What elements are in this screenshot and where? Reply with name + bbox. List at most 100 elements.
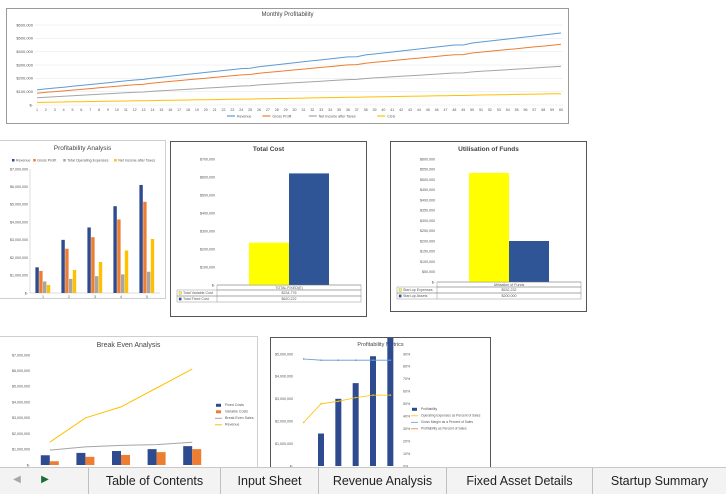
prev-sheet-icon[interactable]: ◀ [13,474,21,485]
break-even-analysis-plot: $- $1,000,000 $2,000,000 $3,000,000 $4,000,0… [12,353,254,467]
bar [469,172,509,282]
series-line [303,394,391,423]
legend-marker [216,410,221,414]
total-cost-chart[interactable]: Total Cost $- $100,000 $200,000 $300,000 $40… [170,141,367,317]
bar [143,201,147,293]
break-even-analysis-chart[interactable]: Break Even Analysis $- $1,000,000 $2,000,0… [0,336,258,467]
y-tick-label: $- [27,463,31,467]
tab-revenue-analysis[interactable]: Revenue Analysis [318,468,446,494]
tab-fixed-asset-details[interactable]: Fixed Asset Details [446,468,592,494]
y-tick-label: $100,000 [200,265,215,269]
table-series-name: Total Fixed Cost [183,297,209,301]
x-tick-label: 13 [142,108,146,112]
table-row [176,295,362,303]
x-tick-label: 3 [94,295,96,299]
y-tick-label: $- [25,291,29,295]
x-tick-label: 47 [444,108,448,112]
x-tick-label: 11 [124,108,128,112]
x-tick-label: 48 [452,108,456,112]
legend-marker [12,159,15,162]
x-tick-label: 36 [346,108,350,112]
bar [46,285,51,293]
y-tick-label: $- [29,102,33,107]
bar [150,238,155,293]
x-tick-label: 39 [372,108,376,112]
profitability-analysis-chart[interactable]: Profitability Analysis Revenue Gross Prof… [0,140,166,299]
x-tick-label: 1 [42,295,44,299]
x-tick-label: 49 [461,108,465,112]
legend-label: Gross Profit [37,159,56,163]
x-tick-label: 31 [301,108,305,112]
chart-title: Break Even Analysis [96,342,161,349]
table-value: $532,232 [502,288,517,292]
y-tick-label: $600,000 [420,157,435,161]
x-tick-label: 52 [488,108,492,112]
x-tick-label: 33 [319,108,323,112]
x-tick-label: 2 [68,295,70,299]
legend-marker [33,159,36,162]
bar [113,206,117,293]
x-tick-label: 22 [222,108,226,112]
profitability-metrics-chart[interactable]: Profitability Metrics $- $1,000,000 $2,000… [270,337,491,467]
bar [61,239,65,293]
x-tick-label: 40 [381,108,385,112]
bar [147,271,151,293]
x-tick-label: 55 [515,108,519,112]
profitability-metrics-plot: $- $1,000,000 $2,000,000 $3,000,000 $4,000,0… [275,338,481,467]
bar [318,433,324,466]
monthly-profitability-chart[interactable]: Monthly Profitability $- $100,000 $200,000… [6,8,569,124]
series-point [354,359,357,362]
x-tick-label: 8 [98,108,100,112]
y2-tick-label: 20% [403,439,411,443]
y-tick-label: $7,000,000 [12,353,30,357]
y2-tick-label: 60% [403,390,411,394]
y-tick-label: $4,000,000 [12,400,30,404]
y-tick-label: $1,000,000 [12,448,30,452]
y-tick-label: $300,000 [16,62,33,67]
bar [98,262,103,293]
next-sheet-icon[interactable]: ▶ [41,474,49,485]
bar [156,452,166,465]
utilisation-of-funds-chart[interactable]: Utilisation of Funds $- $50,000 $100,000 $1… [390,141,587,312]
y-tick-label: $- [432,280,436,284]
bar [72,269,77,293]
y-tick-label: $3,000,000 [275,397,293,401]
y-tick-label: $500,000 [420,178,435,182]
series-point [354,396,357,399]
legend-label: Fixed Costs [225,403,244,407]
x-tick-label: 27 [266,108,270,112]
x-tick-label: 29 [284,108,288,112]
legend-label: Profitability [421,407,437,411]
bar [117,219,121,293]
bar [43,281,47,293]
x-tick-label: 24 [239,108,243,112]
x-tick-label: 26 [257,108,261,112]
legend-marker [216,403,221,407]
tab-startup-summary[interactable]: Startup Summary [592,468,726,494]
series-point [320,402,322,405]
chart-title: Utilisation of Funds [458,146,519,153]
bar [69,278,73,293]
bar [147,449,157,465]
bar [289,173,329,285]
tab-table-of-contents[interactable]: Table of Contents [88,468,220,494]
table-value: $200,000 [502,294,517,298]
x-tick-label: 59 [550,108,554,112]
legend-marker [114,159,117,162]
table-series-name: Start-up Expenses [403,288,433,292]
series-point [337,400,340,403]
legend-label: Revenue [237,114,251,118]
y-tick-label: $50,000 [422,270,435,274]
x-tick-label: 56 [523,108,527,112]
y2-tick-label: 90% [403,352,411,356]
tab-input-sheet[interactable]: Input Sheet [220,468,318,494]
x-tick-label: 16 [168,108,172,112]
legend-marker [178,297,182,301]
bar [370,356,376,466]
legend-label: Revenue [16,159,30,163]
y-tick-label: $- [290,464,294,467]
series-line-net-income-after-taxes [36,65,562,99]
y-tick-label: $300,000 [420,219,435,223]
table-value: $234,776 [282,291,297,295]
bar [39,270,43,293]
